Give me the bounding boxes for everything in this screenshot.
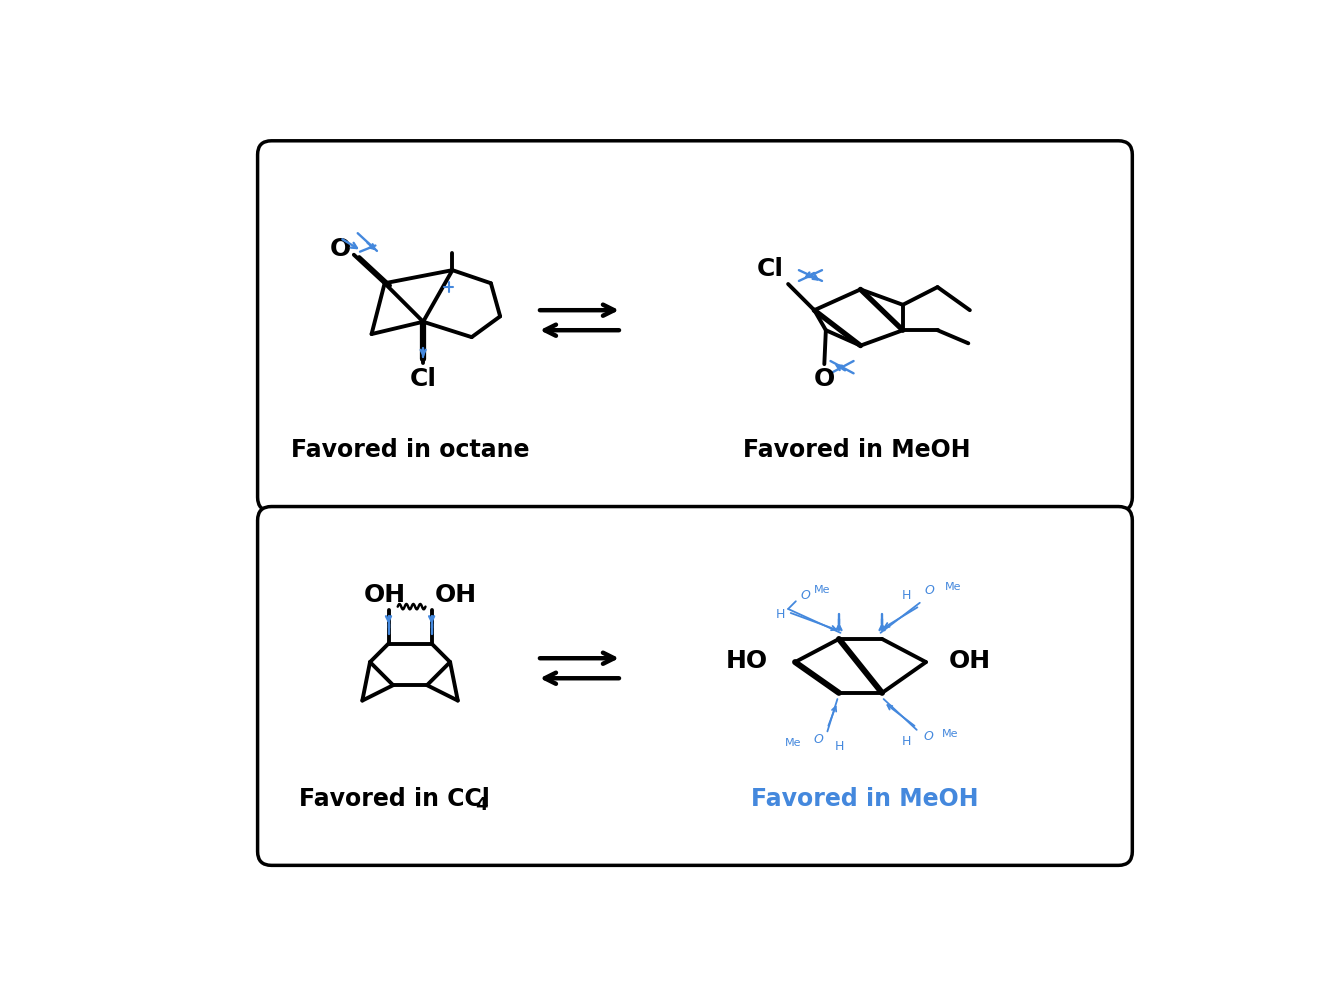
Text: O: O — [813, 367, 835, 391]
Text: O: O — [923, 730, 933, 742]
Text: Cl: Cl — [410, 367, 437, 391]
Text: O: O — [925, 584, 934, 597]
Text: Me: Me — [813, 585, 831, 595]
Text: OH: OH — [435, 583, 477, 607]
Text: H: H — [902, 735, 911, 748]
Text: H: H — [775, 608, 785, 621]
Text: Me: Me — [942, 729, 958, 739]
Text: H: H — [835, 740, 844, 753]
Text: HO: HO — [726, 649, 767, 673]
Text: Favored in CCl: Favored in CCl — [300, 787, 491, 811]
Text: Favored in octane: Favored in octane — [290, 438, 530, 462]
Text: O: O — [800, 589, 810, 602]
Text: Me: Me — [945, 582, 961, 592]
Text: OH: OH — [949, 649, 991, 673]
Text: Favored in MeOH: Favored in MeOH — [750, 787, 978, 811]
Text: 4: 4 — [476, 796, 488, 814]
Text: O: O — [813, 733, 823, 746]
FancyBboxPatch shape — [258, 507, 1132, 865]
Text: H: H — [902, 589, 911, 602]
Text: Favored in MeOH: Favored in MeOH — [743, 438, 970, 462]
FancyBboxPatch shape — [258, 141, 1132, 511]
Text: OH: OH — [364, 583, 406, 607]
Text: Me: Me — [785, 738, 802, 748]
Text: O: O — [329, 237, 351, 261]
Text: Cl: Cl — [757, 257, 784, 281]
